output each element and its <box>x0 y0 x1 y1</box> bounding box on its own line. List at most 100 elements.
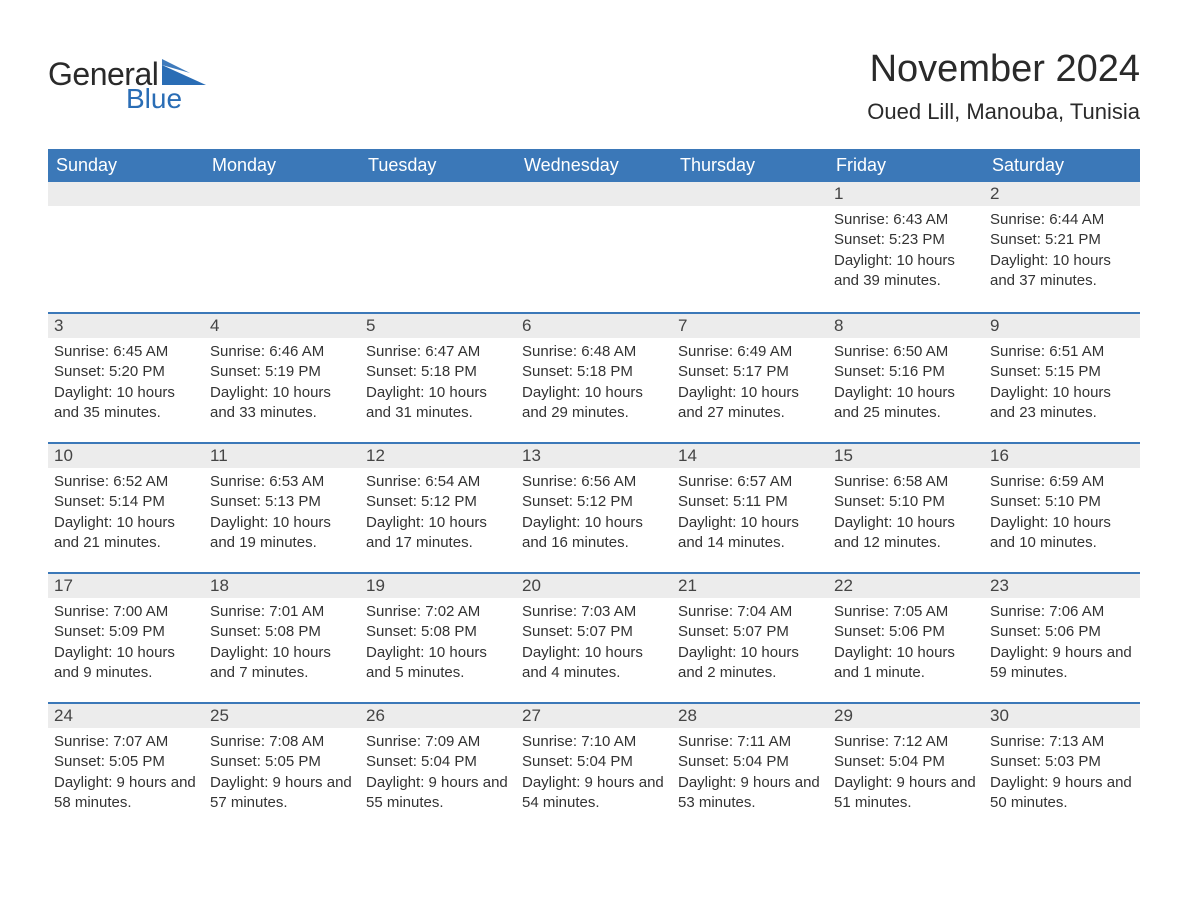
sunrise-text: Sunrise: 7:10 AM <box>522 732 666 752</box>
day-number: 30 <box>984 704 1140 728</box>
day-number: 22 <box>828 574 984 598</box>
sunset-text: Sunset: 5:18 PM <box>522 362 666 382</box>
daylight-text: Daylight: 10 hours and 27 minutes. <box>678 383 822 424</box>
calendar-grid: Sunday Monday Tuesday Wednesday Thursday… <box>48 149 1140 832</box>
sunset-text: Sunset: 5:07 PM <box>678 622 822 642</box>
daylight-text: Daylight: 10 hours and 7 minutes. <box>210 643 354 684</box>
day-body: Sunrise: 6:47 AMSunset: 5:18 PMDaylight:… <box>360 338 516 431</box>
day-number: 7 <box>672 314 828 338</box>
day-number: 29 <box>828 704 984 728</box>
sunrise-text: Sunrise: 7:09 AM <box>366 732 510 752</box>
weekday-header: Saturday <box>984 149 1140 182</box>
sunset-text: Sunset: 5:17 PM <box>678 362 822 382</box>
day-body: Sunrise: 6:52 AMSunset: 5:14 PMDaylight:… <box>48 468 204 561</box>
calendar-day-cell: 27Sunrise: 7:10 AMSunset: 5:04 PMDayligh… <box>516 704 672 832</box>
sunrise-text: Sunrise: 6:43 AM <box>834 210 978 230</box>
calendar-day-cell: 10Sunrise: 6:52 AMSunset: 5:14 PMDayligh… <box>48 444 204 572</box>
sunrise-text: Sunrise: 6:47 AM <box>366 342 510 362</box>
calendar-day-cell: 2Sunrise: 6:44 AMSunset: 5:21 PMDaylight… <box>984 182 1140 312</box>
day-number: 28 <box>672 704 828 728</box>
calendar-day-cell: 29Sunrise: 7:12 AMSunset: 5:04 PMDayligh… <box>828 704 984 832</box>
sunrise-text: Sunrise: 6:53 AM <box>210 472 354 492</box>
sunset-text: Sunset: 5:05 PM <box>54 752 198 772</box>
day-body <box>672 206 828 286</box>
day-number: 12 <box>360 444 516 468</box>
day-number: 24 <box>48 704 204 728</box>
sunrise-text: Sunrise: 7:08 AM <box>210 732 354 752</box>
sunset-text: Sunset: 5:15 PM <box>990 362 1134 382</box>
weekday-header: Monday <box>204 149 360 182</box>
day-number: 9 <box>984 314 1140 338</box>
day-body <box>48 206 204 286</box>
brand-word-blue: Blue <box>126 83 182 115</box>
calendar-day-cell: 14Sunrise: 6:57 AMSunset: 5:11 PMDayligh… <box>672 444 828 572</box>
calendar-day-cell: 11Sunrise: 6:53 AMSunset: 5:13 PMDayligh… <box>204 444 360 572</box>
weekday-header: Friday <box>828 149 984 182</box>
day-body: Sunrise: 7:09 AMSunset: 5:04 PMDaylight:… <box>360 728 516 821</box>
weekday-header-row: Sunday Monday Tuesday Wednesday Thursday… <box>48 149 1140 182</box>
day-body: Sunrise: 6:56 AMSunset: 5:12 PMDaylight:… <box>516 468 672 561</box>
day-number <box>516 182 672 206</box>
day-body: Sunrise: 7:10 AMSunset: 5:04 PMDaylight:… <box>516 728 672 821</box>
weekday-header: Sunday <box>48 149 204 182</box>
calendar-day-cell: 3Sunrise: 6:45 AMSunset: 5:20 PMDaylight… <box>48 314 204 442</box>
sunrise-text: Sunrise: 6:50 AM <box>834 342 978 362</box>
day-number: 6 <box>516 314 672 338</box>
daylight-text: Daylight: 9 hours and 50 minutes. <box>990 773 1134 814</box>
day-number <box>204 182 360 206</box>
sunrise-text: Sunrise: 7:07 AM <box>54 732 198 752</box>
day-number: 4 <box>204 314 360 338</box>
sunrise-text: Sunrise: 7:04 AM <box>678 602 822 622</box>
sunrise-text: Sunrise: 6:56 AM <box>522 472 666 492</box>
calendar-day-cell <box>516 182 672 312</box>
title-block: November 2024 Oued Lill, Manouba, Tunisi… <box>867 48 1140 125</box>
day-number: 11 <box>204 444 360 468</box>
day-body: Sunrise: 6:43 AMSunset: 5:23 PMDaylight:… <box>828 206 984 299</box>
sunrise-text: Sunrise: 7:01 AM <box>210 602 354 622</box>
day-body <box>516 206 672 286</box>
daylight-text: Daylight: 10 hours and 2 minutes. <box>678 643 822 684</box>
daylight-text: Daylight: 10 hours and 33 minutes. <box>210 383 354 424</box>
day-number: 16 <box>984 444 1140 468</box>
calendar-day-cell: 8Sunrise: 6:50 AMSunset: 5:16 PMDaylight… <box>828 314 984 442</box>
weeks-container: 1Sunrise: 6:43 AMSunset: 5:23 PMDaylight… <box>48 182 1140 832</box>
day-body: Sunrise: 7:08 AMSunset: 5:05 PMDaylight:… <box>204 728 360 821</box>
calendar-day-cell: 19Sunrise: 7:02 AMSunset: 5:08 PMDayligh… <box>360 574 516 702</box>
day-number: 10 <box>48 444 204 468</box>
weekday-header: Wednesday <box>516 149 672 182</box>
sunset-text: Sunset: 5:11 PM <box>678 492 822 512</box>
day-number: 18 <box>204 574 360 598</box>
sunset-text: Sunset: 5:06 PM <box>834 622 978 642</box>
daylight-text: Daylight: 10 hours and 9 minutes. <box>54 643 198 684</box>
month-title: November 2024 <box>867 48 1140 91</box>
day-body: Sunrise: 7:01 AMSunset: 5:08 PMDaylight:… <box>204 598 360 691</box>
day-body: Sunrise: 7:00 AMSunset: 5:09 PMDaylight:… <box>48 598 204 691</box>
day-body: Sunrise: 7:04 AMSunset: 5:07 PMDaylight:… <box>672 598 828 691</box>
day-number: 13 <box>516 444 672 468</box>
calendar-day-cell: 9Sunrise: 6:51 AMSunset: 5:15 PMDaylight… <box>984 314 1140 442</box>
day-body: Sunrise: 6:48 AMSunset: 5:18 PMDaylight:… <box>516 338 672 431</box>
daylight-text: Daylight: 10 hours and 29 minutes. <box>522 383 666 424</box>
calendar-day-cell: 5Sunrise: 6:47 AMSunset: 5:18 PMDaylight… <box>360 314 516 442</box>
brand-logo: General Blue <box>48 48 206 115</box>
day-number: 2 <box>984 182 1140 206</box>
calendar-day-cell: 18Sunrise: 7:01 AMSunset: 5:08 PMDayligh… <box>204 574 360 702</box>
sunset-text: Sunset: 5:06 PM <box>990 622 1134 642</box>
day-body: Sunrise: 6:50 AMSunset: 5:16 PMDaylight:… <box>828 338 984 431</box>
day-number <box>48 182 204 206</box>
day-body: Sunrise: 7:06 AMSunset: 5:06 PMDaylight:… <box>984 598 1140 691</box>
calendar-day-cell: 30Sunrise: 7:13 AMSunset: 5:03 PMDayligh… <box>984 704 1140 832</box>
sunrise-text: Sunrise: 6:49 AM <box>678 342 822 362</box>
sunrise-text: Sunrise: 7:05 AM <box>834 602 978 622</box>
sunrise-text: Sunrise: 7:11 AM <box>678 732 822 752</box>
daylight-text: Daylight: 10 hours and 35 minutes. <box>54 383 198 424</box>
calendar-day-cell: 20Sunrise: 7:03 AMSunset: 5:07 PMDayligh… <box>516 574 672 702</box>
day-body: Sunrise: 6:49 AMSunset: 5:17 PMDaylight:… <box>672 338 828 431</box>
sunset-text: Sunset: 5:12 PM <box>366 492 510 512</box>
daylight-text: Daylight: 9 hours and 59 minutes. <box>990 643 1134 684</box>
calendar-day-cell: 22Sunrise: 7:05 AMSunset: 5:06 PMDayligh… <box>828 574 984 702</box>
daylight-text: Daylight: 10 hours and 39 minutes. <box>834 251 978 292</box>
daylight-text: Daylight: 10 hours and 31 minutes. <box>366 383 510 424</box>
sunrise-text: Sunrise: 7:03 AM <box>522 602 666 622</box>
sunrise-text: Sunrise: 6:46 AM <box>210 342 354 362</box>
